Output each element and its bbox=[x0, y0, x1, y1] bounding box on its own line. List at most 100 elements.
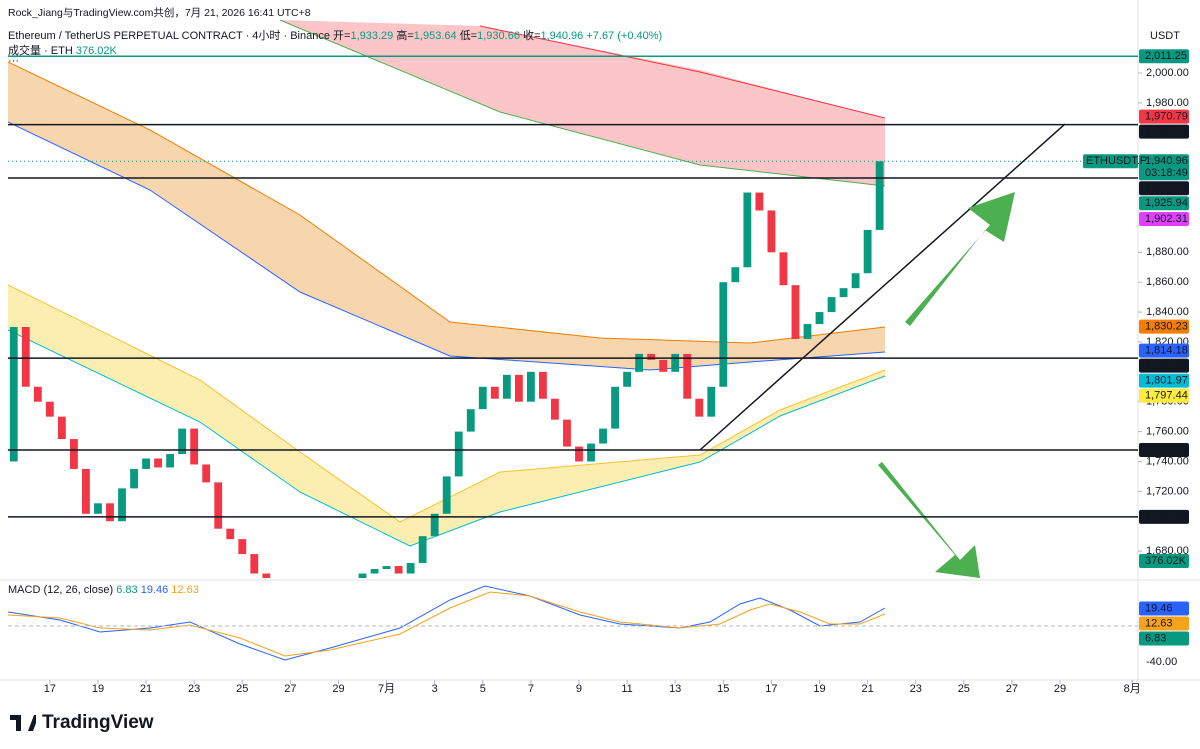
candle bbox=[466, 409, 475, 432]
candle bbox=[418, 536, 427, 564]
candle bbox=[335, 588, 343, 595]
candle bbox=[21, 327, 30, 387]
y-tick-label: 1,840.00 bbox=[1146, 306, 1189, 318]
candle bbox=[226, 528, 235, 540]
signal-line bbox=[7, 591, 886, 657]
candle bbox=[274, 588, 282, 595]
volume-legend: 成交量 · ETH 376.02K bbox=[8, 42, 117, 58]
candle bbox=[635, 353, 644, 372]
candle bbox=[611, 386, 619, 429]
candle bbox=[803, 324, 812, 339]
red-band-bottom bbox=[279, 20, 886, 187]
price-tag bbox=[1139, 343, 1189, 358]
macd-value: 6.83 bbox=[116, 584, 138, 596]
ohlc: 开=1,933.29 高=1,953.64 低=1,930.66 收=1,940… bbox=[333, 30, 586, 42]
price-tag bbox=[1139, 631, 1189, 646]
macd-line bbox=[7, 585, 886, 661]
candle bbox=[262, 573, 271, 578]
candle bbox=[382, 566, 391, 570]
candle bbox=[250, 554, 259, 574]
price-tag-label: 1,929.76 bbox=[1145, 182, 1188, 194]
candle bbox=[707, 386, 716, 417]
candle bbox=[394, 566, 403, 574]
x-tick-label: 29 bbox=[1054, 683, 1066, 695]
price-tag-label: 1,830.23 bbox=[1145, 321, 1188, 333]
candle bbox=[286, 596, 294, 603]
price-tag bbox=[1139, 601, 1189, 616]
candle bbox=[118, 488, 126, 522]
candle bbox=[647, 353, 656, 360]
ohlc-label: 收= bbox=[523, 30, 541, 42]
ohlc-label: 开= bbox=[333, 30, 351, 42]
x-tick-label: 15 bbox=[717, 683, 729, 695]
candle bbox=[551, 398, 559, 420]
price-tag-label: 2,011.25 bbox=[1145, 50, 1187, 62]
macd-label: MACD (12, 26, close) bbox=[8, 584, 114, 596]
price-tag-time: 03:18:49 bbox=[1145, 167, 1188, 179]
macd-value: 19.46 bbox=[140, 584, 169, 596]
price-tag-label: 1,797.44 bbox=[1145, 390, 1188, 402]
candle bbox=[406, 563, 415, 574]
price-tag bbox=[1139, 442, 1189, 457]
price-tag bbox=[1139, 181, 1189, 196]
x-tick-label: 23 bbox=[188, 683, 200, 695]
x-tick-label: 25 bbox=[236, 683, 248, 695]
x-tick-label: 7 bbox=[528, 683, 534, 695]
price-tag bbox=[1139, 196, 1189, 211]
arrow-down bbox=[878, 462, 980, 578]
price-tag bbox=[1139, 319, 1189, 334]
indicator-bands bbox=[8, 20, 886, 547]
blue-line bbox=[8, 121, 886, 371]
x-tick-label: 17 bbox=[44, 683, 56, 695]
x-tick-label: 21 bbox=[140, 683, 152, 695]
price-tag bbox=[1139, 373, 1189, 388]
ohlc-value: 1,940.96 bbox=[540, 30, 584, 42]
candle bbox=[33, 386, 42, 402]
candle bbox=[743, 192, 752, 268]
x-tick-label: 25 bbox=[958, 683, 970, 695]
price-tag bbox=[1139, 358, 1189, 373]
volume-label: 成交量 · ETH bbox=[8, 45, 73, 57]
price-tag-label: 1,965.44 bbox=[1145, 126, 1188, 138]
x-tick-label: 8月 bbox=[1124, 683, 1141, 695]
currency: USDT bbox=[1150, 30, 1180, 42]
candle bbox=[563, 419, 571, 447]
candle bbox=[106, 503, 114, 522]
macd-tick-label: -40.00 bbox=[1146, 656, 1177, 668]
price-tag-label: 1,809.16 bbox=[1145, 360, 1188, 372]
candle bbox=[69, 439, 78, 469]
candle bbox=[695, 398, 704, 417]
price-tag bbox=[1139, 211, 1189, 226]
candle bbox=[755, 192, 764, 211]
candle bbox=[851, 273, 860, 289]
y-tick-label: 1,760.00 bbox=[1146, 425, 1189, 437]
candle bbox=[154, 458, 162, 468]
candle bbox=[430, 513, 439, 537]
price-tag-label: 1,925.94 bbox=[1145, 197, 1188, 209]
candle bbox=[827, 297, 836, 313]
candle bbox=[45, 401, 54, 417]
candle bbox=[370, 569, 379, 574]
candle bbox=[731, 267, 740, 283]
x-tick-label: 27 bbox=[284, 683, 296, 695]
candle bbox=[298, 603, 306, 610]
candle bbox=[142, 458, 150, 469]
price-tag bbox=[1139, 509, 1189, 524]
candle bbox=[57, 416, 66, 440]
candle bbox=[539, 371, 547, 399]
candle bbox=[238, 539, 247, 555]
candle bbox=[767, 210, 776, 253]
ohlc-value: 1,953.64 bbox=[413, 30, 457, 42]
candle bbox=[311, 603, 319, 610]
more[interactable]: ··· bbox=[8, 55, 19, 67]
candle bbox=[478, 386, 487, 410]
y-tick-label: 1,740.00 bbox=[1146, 455, 1189, 467]
price-tag-label: 1,747.68 bbox=[1145, 444, 1188, 456]
candle bbox=[0, 454, 6, 461]
x-tick-label: 3 bbox=[432, 683, 438, 695]
price-tag-label: 1,801.97 bbox=[1145, 375, 1188, 387]
candle bbox=[659, 359, 668, 372]
candle bbox=[671, 353, 680, 372]
candle bbox=[323, 596, 331, 603]
